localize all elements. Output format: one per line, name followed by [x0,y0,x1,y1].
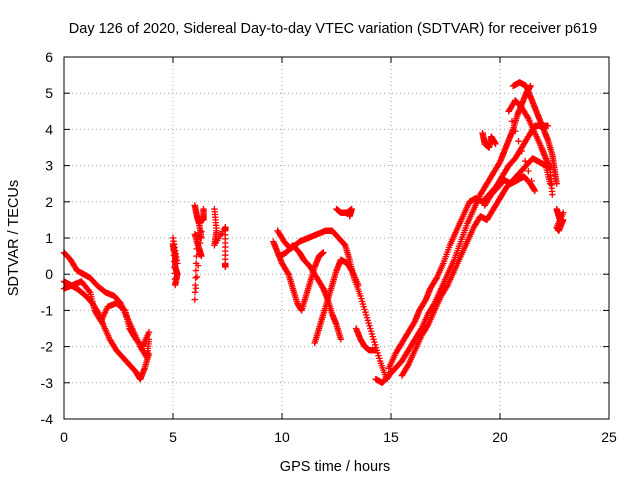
data-point [171,270,178,277]
x-tick-label: 5 [169,429,177,445]
data-point [193,273,201,281]
data-point [197,239,204,247]
y-tick-label: 5 [45,85,53,101]
data-point [346,213,353,220]
data-point [222,263,229,271]
data-point [284,269,291,277]
data-point [518,147,525,155]
y-tick-label: -4 [41,411,54,427]
series-cluster-7h [211,205,229,271]
data-point [355,281,362,289]
series-arc-f [276,242,345,343]
data-point [193,238,201,245]
x-tick-label: 0 [60,429,68,445]
series-arc-g [311,256,362,347]
data-point [192,285,200,292]
series-cluster-12h [333,205,355,220]
x-tick-label: 10 [274,429,290,445]
data-point [512,128,519,135]
data-point [525,167,532,175]
series-cluster-5h [169,234,181,289]
data-points [60,79,567,386]
data-point [171,264,178,271]
series-cluster-6h [191,202,207,303]
y-axis-label: SDTVAR / TECUs [6,180,22,296]
data-point [337,336,345,343]
x-tick-label: 15 [383,429,399,445]
series-cluster-14h [352,325,379,354]
data-point [191,296,198,303]
data-point [531,187,539,195]
data-point [145,350,153,358]
series-arc-e [274,227,395,383]
x-tick-label: 20 [492,429,508,445]
data-point [145,328,153,336]
data-point [320,249,327,256]
data-point [560,209,567,216]
data-point [549,191,556,198]
data-point [198,228,205,235]
data-point [195,251,203,258]
data-point [191,289,199,296]
y-tick-label: 2 [45,194,53,210]
y-tick-label: 6 [45,49,53,65]
series-arc-i [385,122,552,372]
data-point [492,140,499,148]
y-tick-label: 1 [45,230,53,246]
data-point [372,347,379,354]
data-point [192,267,200,274]
x-tick-label: 25 [601,429,617,445]
data-point [553,180,560,187]
data-point [515,137,522,145]
series-cluster-19h [479,129,499,151]
x-axis-label: GPS time / hours [280,459,390,475]
series-arc-l [509,79,560,187]
data-point [528,177,535,185]
chart-title: Day 126 of 2020, Sidereal Day-to-day VTE… [69,21,597,37]
data-point [85,287,93,295]
series-arc-k [481,97,556,209]
data-point [174,260,181,267]
series-cluster-22h [553,205,567,234]
y-tick-label: -2 [41,339,54,355]
y-tick-label: 0 [45,266,53,282]
y-tick-label: 4 [45,121,53,137]
y-tick-label: 3 [45,158,53,174]
axis-ticks: -4 -3 -2 -1 0 1 2 3 4 5 6 0 5 10 15 20 25 [41,49,617,445]
data-point [200,216,207,224]
data-point [508,118,516,125]
data-point [193,245,200,253]
series-arc-c [60,278,153,350]
y-tick-label: -3 [41,375,54,391]
plot-border [63,56,610,420]
data-point [171,275,179,283]
data-point [194,262,202,269]
y-tick-label: -1 [41,302,54,318]
data-point [544,122,552,129]
data-point [521,157,529,165]
series-arc-d [270,238,327,314]
data-point [171,281,179,289]
data-point [192,274,199,282]
